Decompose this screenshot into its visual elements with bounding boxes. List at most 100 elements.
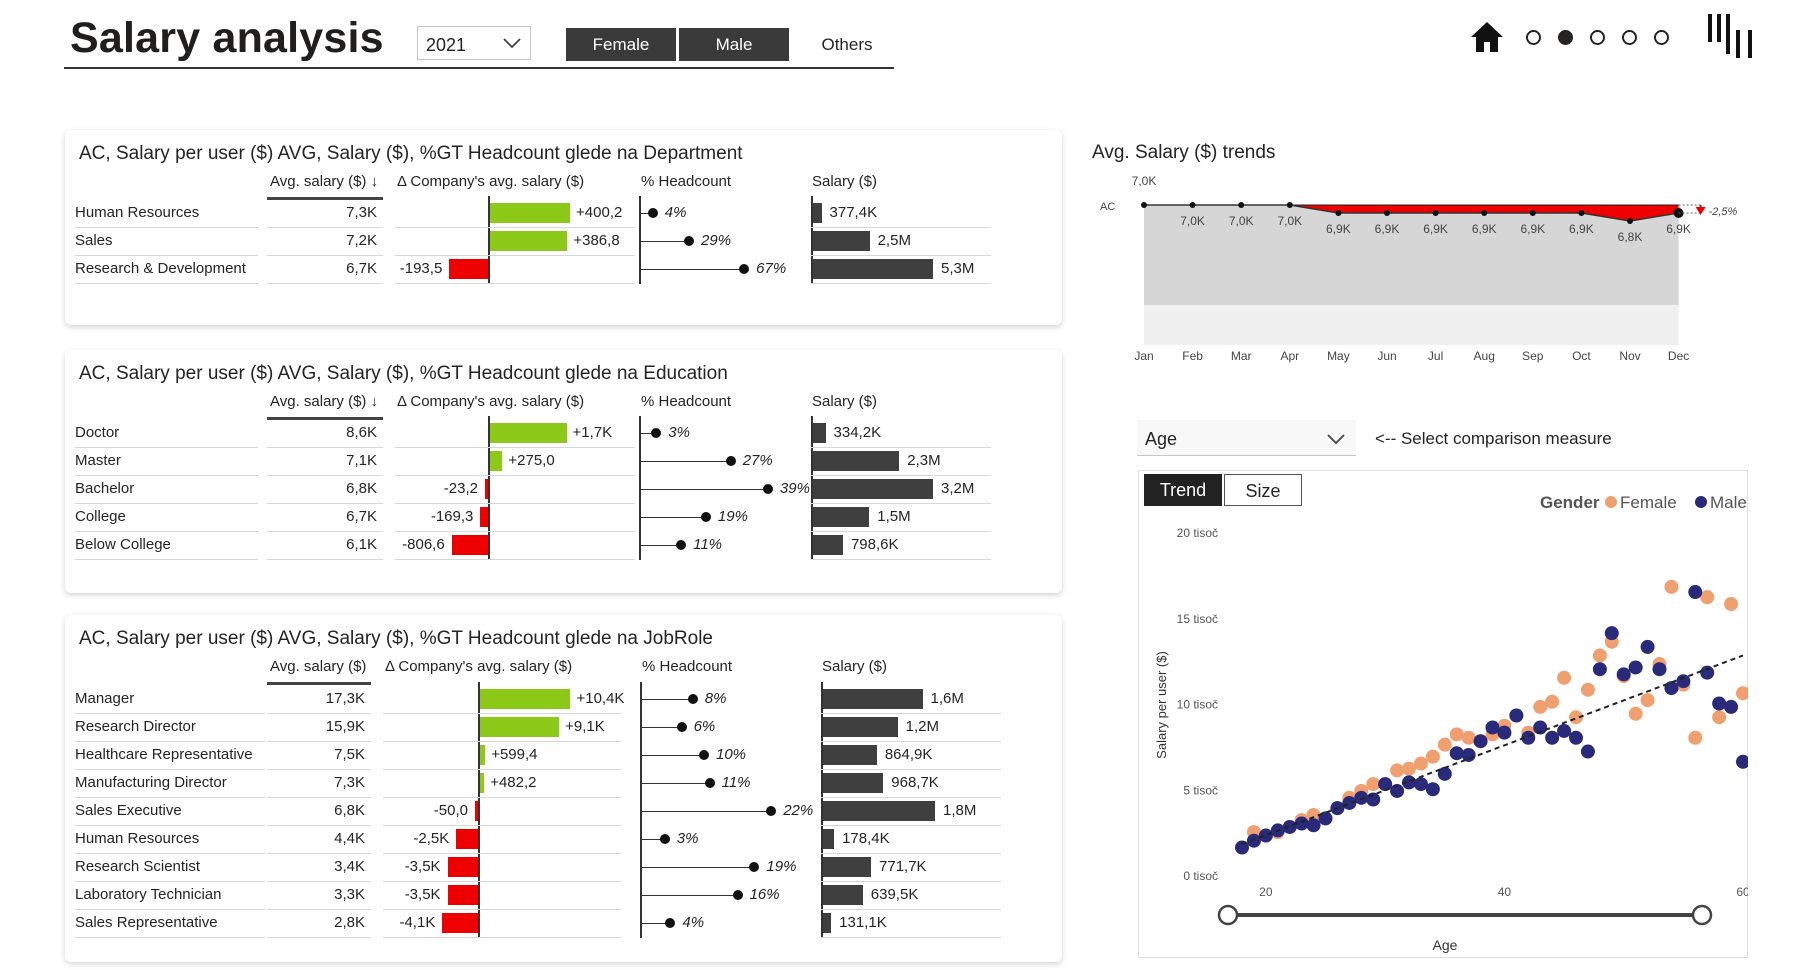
age-slider-max-handle[interactable]	[1691, 904, 1713, 926]
trend-value-label: 6,8K	[1618, 230, 1643, 244]
col-header-avg-salary[interactable]: Avg. salary ($)	[270, 658, 367, 675]
col-header-avg-salary[interactable]: Avg. salary ($) ↓	[270, 173, 379, 190]
row-separator	[267, 937, 371, 938]
month-label: Oct	[1572, 349, 1591, 363]
col-header-delta[interactable]: Δ Company's avg. salary ($)	[397, 173, 585, 190]
tab-size[interactable]: Size	[1224, 474, 1302, 506]
salary-axis	[811, 416, 813, 560]
headcount-stem	[639, 489, 768, 490]
row-separator	[75, 937, 265, 938]
home-icon[interactable]	[1469, 20, 1505, 54]
salary-value: 2,5M	[877, 232, 911, 249]
comparison-measure-dropdown[interactable]: Age	[1137, 420, 1356, 456]
page-dot-2[interactable]	[1558, 30, 1573, 45]
row-label[interactable]: Master	[75, 452, 121, 469]
salary-axis	[811, 196, 813, 284]
salary-bar	[813, 203, 822, 223]
row-label[interactable]: Doctor	[75, 424, 120, 441]
col-header-headcount[interactable]: % Headcount	[642, 658, 733, 675]
gender-female-button[interactable]: Female	[566, 28, 676, 61]
male-point	[1557, 723, 1572, 738]
avg-salary-value: 17,3K	[325, 690, 365, 707]
page-dot-1[interactable]	[1526, 30, 1541, 45]
trend-value-label: 6,9K	[1472, 222, 1497, 236]
delta-zero-axis	[478, 682, 480, 938]
row-separator	[811, 283, 991, 284]
col-header-avg-salary[interactable]: Avg. salary ($) ↓	[270, 393, 379, 410]
col-header-delta[interactable]: Δ Company's avg. salary ($)	[385, 658, 573, 675]
delta-bar-negative	[475, 801, 478, 821]
headcount-stem	[639, 241, 690, 242]
page-dot-4[interactable]	[1622, 30, 1637, 45]
col-header-delta[interactable]: Δ Company's avg. salary ($)	[397, 393, 585, 410]
row-label[interactable]: Sales Representative	[75, 914, 218, 931]
row-separator	[75, 283, 258, 284]
row-separator	[383, 825, 621, 826]
month-label: May	[1327, 349, 1350, 363]
salary-value: 131,1K	[839, 914, 887, 931]
col-header-headcount[interactable]: % Headcount	[641, 393, 732, 410]
month-label: Sep	[1522, 349, 1544, 363]
headcount-stem	[640, 783, 710, 784]
female-point	[1533, 699, 1548, 714]
row-separator	[267, 531, 383, 532]
row-separator	[75, 825, 265, 826]
female-point	[1449, 727, 1464, 742]
male-point	[1700, 665, 1715, 680]
gender-male-button[interactable]: Male	[679, 28, 789, 61]
avg-salary-value: 7,2K	[346, 232, 377, 249]
delta-bar-positive	[480, 689, 571, 709]
age-slider-min-handle[interactable]	[1217, 904, 1239, 926]
salary-bar	[823, 745, 877, 765]
row-label[interactable]: Healthcare Representative	[75, 746, 253, 763]
col-header-headcount[interactable]: % Headcount	[641, 173, 732, 190]
month-label: Jul	[1428, 349, 1443, 363]
legend-title: Gender	[1540, 493, 1600, 512]
row-label[interactable]: College	[75, 508, 126, 525]
row-label[interactable]: Sales Executive	[75, 802, 182, 819]
page-dot-5[interactable]	[1654, 30, 1669, 45]
gender-others-button[interactable]: Others	[792, 28, 902, 61]
y-axis-label: Salary per user ($)	[1154, 651, 1169, 759]
row-label[interactable]: Research Director	[75, 718, 196, 735]
trend-value-label: 6,9K	[1520, 222, 1545, 236]
female-point	[1390, 763, 1405, 778]
salary-value: 771,7K	[879, 858, 927, 875]
header-divider	[64, 67, 894, 69]
row-label[interactable]: Sales	[75, 232, 113, 249]
delta-value: +10,4K	[576, 690, 625, 707]
x-tick-label: 40	[1498, 885, 1512, 899]
row-label[interactable]: Human Resources	[75, 830, 200, 847]
department-card: AC, Salary per user ($) AVG, Salary ($),…	[65, 130, 1062, 325]
delta-value: -169,3	[430, 508, 474, 525]
year-dropdown[interactable]: 2021	[417, 26, 531, 60]
row-separator	[821, 909, 1001, 910]
avg-salary-value: 6,7K	[346, 260, 377, 277]
delta-value: -3,5K	[404, 886, 441, 903]
headcount-value: 27%	[742, 452, 773, 469]
y-tick-label: 15 tisoč	[1177, 612, 1218, 626]
row-separator	[821, 741, 1001, 742]
page-dot-3[interactable]	[1590, 30, 1605, 45]
row-separator	[267, 283, 383, 284]
row-label[interactable]: Below College	[75, 536, 171, 553]
female-point	[1736, 686, 1748, 701]
row-label[interactable]: Manufacturing Director	[75, 774, 227, 791]
col-header-salary[interactable]: Salary ($)	[822, 658, 888, 675]
row-label[interactable]: Research & Development	[75, 260, 246, 277]
row-label[interactable]: Manager	[75, 690, 135, 707]
row-label[interactable]: Human Resources	[75, 204, 200, 221]
row-label[interactable]: Bachelor	[75, 480, 135, 497]
x-tick-label: 60	[1736, 885, 1748, 899]
male-point	[1497, 725, 1512, 740]
headcount-stem	[639, 545, 682, 546]
salary-value: 334,2K	[833, 424, 882, 441]
trend-value-label: 6,9K	[1423, 222, 1448, 236]
male-point	[1736, 754, 1748, 769]
col-header-salary[interactable]: Salary ($)	[812, 173, 878, 190]
row-separator	[383, 881, 621, 882]
row-label[interactable]: Research Scientist	[75, 858, 201, 875]
col-header-salary[interactable]: Salary ($)	[812, 393, 878, 410]
tab-trend[interactable]: Trend	[1144, 474, 1222, 506]
row-label[interactable]: Laboratory Technician	[75, 886, 222, 903]
